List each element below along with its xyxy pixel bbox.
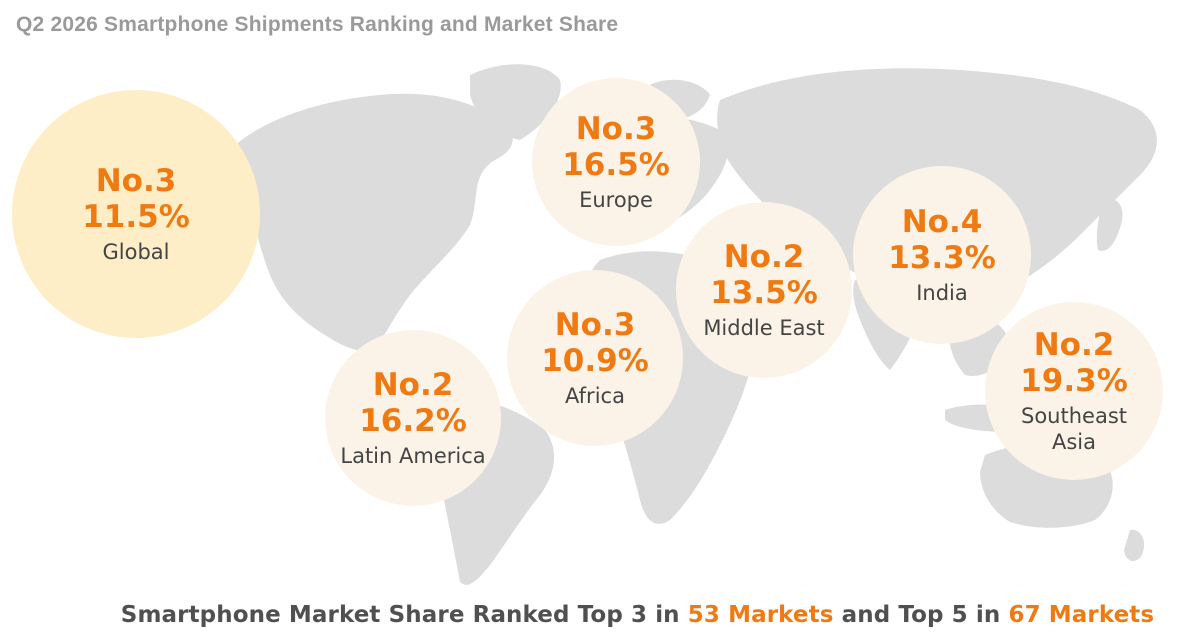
region-name: Europe (579, 188, 653, 212)
greenland-landmass (470, 64, 561, 140)
rank-label: No.3 (554, 307, 636, 343)
market-share-value: 10.9% (541, 343, 649, 379)
rank-label: No.2 (1033, 327, 1115, 363)
market-share-value: 13.5% (710, 275, 818, 311)
bubble-global: No.3 11.5% Global (12, 90, 260, 338)
market-share-value: 16.2% (359, 403, 467, 439)
footer-summary: Smartphone Market Share Ranked Top 3 in … (0, 602, 1200, 628)
top3-markets-count: 53 Markets (687, 602, 834, 628)
bubble-southeast-asia: No.2 19.3% Southeast Asia (985, 302, 1163, 480)
rank-label: No.4 (901, 204, 983, 240)
bubble-europe: No.3 16.5% Europe (532, 78, 700, 246)
market-share-value: 19.3% (1020, 363, 1128, 399)
bubble-india: No.4 13.3% India (853, 166, 1031, 344)
market-share-value: 13.3% (888, 240, 996, 276)
region-name: Middle East (703, 316, 825, 340)
north-america-landmass (230, 93, 513, 352)
region-name: Global (102, 240, 170, 264)
bubble-africa: No.3 10.9% Africa (507, 270, 683, 446)
market-share-value: 16.5% (562, 147, 670, 183)
region-name: Southeast Asia (1021, 404, 1127, 454)
region-name: India (916, 281, 968, 305)
rank-label: No.3 (95, 163, 177, 199)
rank-label: No.3 (575, 111, 657, 147)
new-zealand-landmass (1124, 529, 1145, 562)
region-name: Africa (565, 384, 625, 408)
market-share-value: 11.5% (82, 199, 190, 235)
japan-landmass (1096, 198, 1123, 251)
top5-markets-count: 67 Markets (1008, 602, 1155, 628)
rank-label: No.2 (723, 239, 805, 275)
rank-label: No.2 (372, 367, 454, 403)
footer-middle-text: and Top 5 in (833, 602, 1009, 628)
bubble-latin-america: No.2 16.2% Latin America (325, 330, 501, 506)
region-name: Latin America (340, 444, 486, 468)
footer-prefix-text: Smartphone Market Share Ranked Top 3 in (120, 602, 688, 628)
page-title: Q2 2026 Smartphone Shipments Ranking and… (16, 13, 619, 36)
bubble-middle-east: No.2 13.5% Middle East (676, 202, 852, 378)
